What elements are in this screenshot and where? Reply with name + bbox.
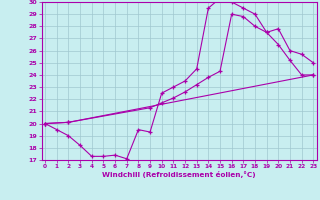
X-axis label: Windchill (Refroidissement éolien,°C): Windchill (Refroidissement éolien,°C) [102, 171, 256, 178]
